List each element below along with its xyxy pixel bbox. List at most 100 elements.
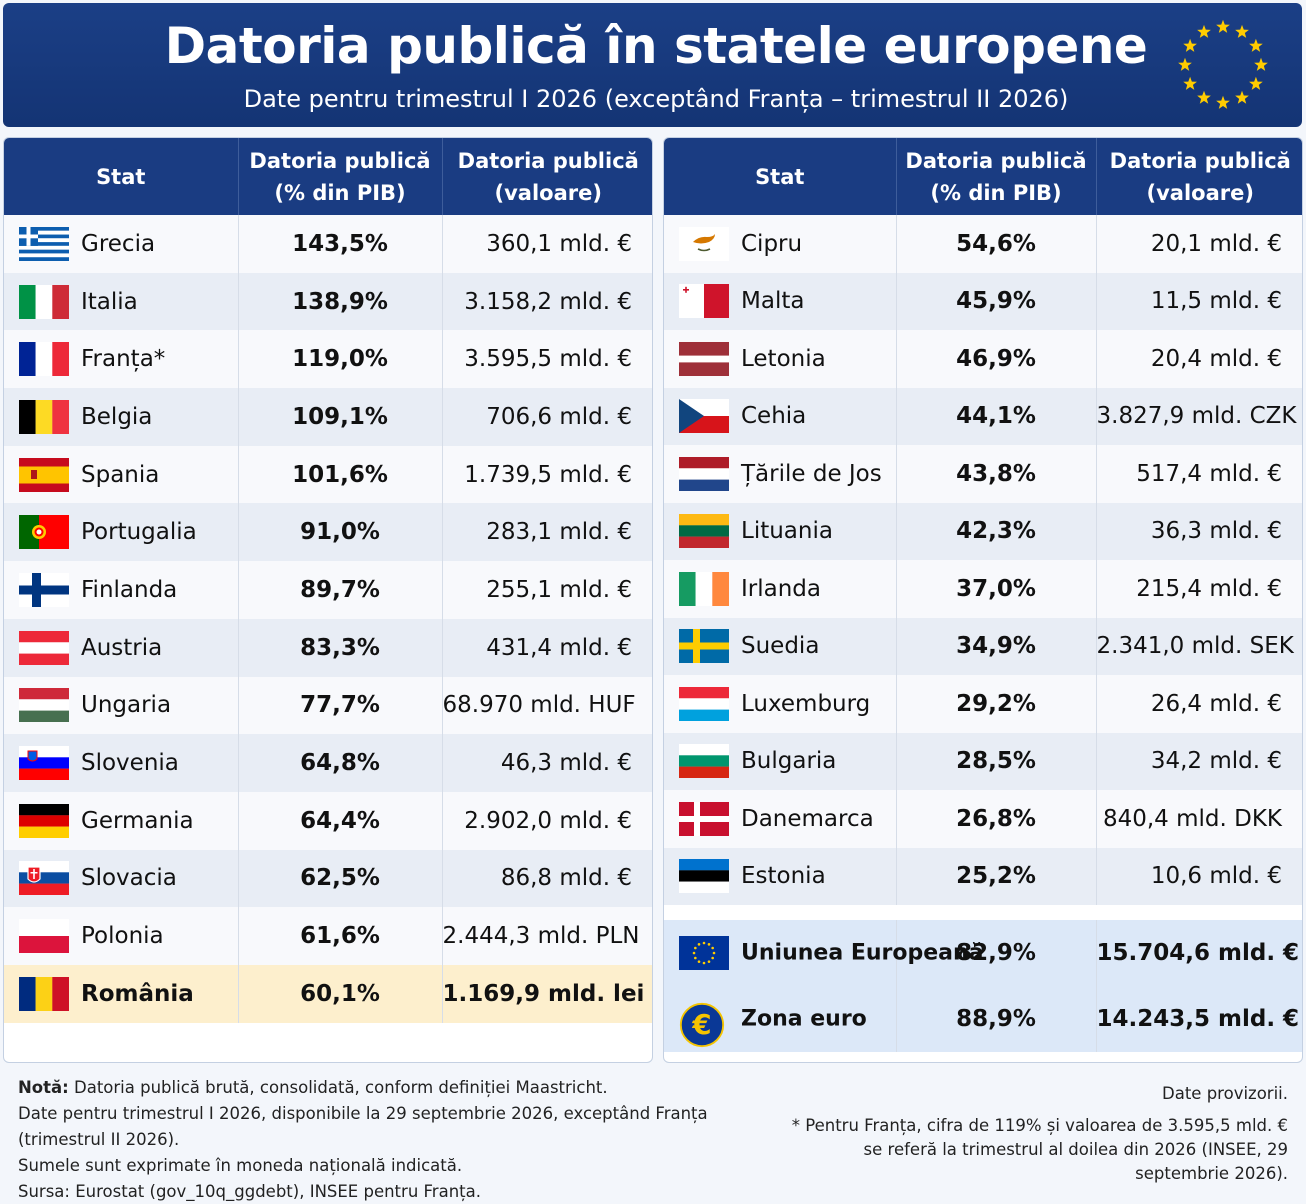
debt-value-cell: 46,3 mld. € xyxy=(442,734,652,792)
country-cell: Ungaria xyxy=(4,676,239,735)
header-stat: Stat xyxy=(664,138,897,215)
table-row: € Zona euro 88,9% 14.243,5 mld. € xyxy=(664,986,1302,1052)
debt-pct-cell: 43,8% xyxy=(896,445,1097,503)
left-debt-table: Stat Datoria publică (% din PIB) Datoria… xyxy=(4,138,652,1023)
debt-value-cell: 26,4 mld. € xyxy=(1096,675,1302,733)
country-cell: Finlanda xyxy=(4,561,239,619)
estonia-flag xyxy=(679,859,729,894)
belgium-flag xyxy=(19,399,69,434)
country-name: Danemarca xyxy=(741,805,874,832)
header-pct: Datoria publică (% din PIB) xyxy=(238,138,443,215)
table-row: Bulgaria 28,5% 34,2 mld. € xyxy=(664,732,1302,790)
table-row: Spania 101,6% 1.739,5 mld. € xyxy=(4,445,652,504)
country-name: Țările de Jos xyxy=(741,460,882,487)
debt-value-cell: 2.902,0 mld. € xyxy=(442,791,652,850)
country-cell: € Zona euro xyxy=(664,986,897,1052)
debt-pct-cell: 60,1% xyxy=(238,964,443,1023)
portugal-flag xyxy=(19,515,69,550)
country-cell: Polonia xyxy=(4,907,239,965)
country-cell: Bulgaria xyxy=(664,732,897,790)
country-cell: Uniunea Europeană xyxy=(664,920,984,986)
svg-text:€: € xyxy=(691,1008,711,1041)
eu-star xyxy=(1197,24,1211,38)
country-name: Lituania xyxy=(741,518,833,545)
country-name: Belgia xyxy=(81,403,153,430)
debt-pct-cell: 91,0% xyxy=(238,503,443,562)
debt-pct-cell: 64,4% xyxy=(238,791,443,850)
table-row: Suedia 34,9% 2.341,0 mld. SEK xyxy=(664,617,1302,675)
country-name: Portugalia xyxy=(81,519,197,546)
debt-value-cell: 283,1 mld. € xyxy=(442,503,652,562)
luxembourg-flag xyxy=(679,686,729,721)
debt-pct-cell: 28,5% xyxy=(896,732,1097,790)
table-row: Estonia 25,2% 10,6 mld. € xyxy=(664,847,1302,905)
source-line: Sursa: Eurostat (gov_10q_ggdebt), INSEE … xyxy=(18,1182,481,1201)
note-line: Date pentru trimestrul I 2026, disponibi… xyxy=(18,1104,708,1149)
country-cell: Italia xyxy=(4,272,239,331)
note-line: Sumele sunt exprimate în moneda național… xyxy=(18,1156,463,1175)
netherlands-flag xyxy=(679,456,729,491)
latvia-flag xyxy=(679,341,729,376)
austria-flag xyxy=(19,630,69,665)
debt-pct-cell: 26,8% xyxy=(896,790,1097,848)
table-row: Ungaria 77,7% 68.970 mld. HUF xyxy=(4,676,652,735)
country-cell: Cipru xyxy=(664,215,897,273)
debt-value-cell: 3.158,2 mld. € xyxy=(442,272,652,331)
italy-flag xyxy=(19,284,69,319)
country-name: Letonia xyxy=(741,345,826,372)
country-cell: Cehia xyxy=(664,387,897,445)
table-header-row: Stat Datoria publică (% din PIB) Datoria… xyxy=(4,138,652,215)
debt-value-cell: 517,4 mld. € xyxy=(1096,445,1302,503)
country-name: Italia xyxy=(81,288,138,315)
debt-value-cell: 10,6 mld. € xyxy=(1096,847,1302,905)
table-row: Cehia 44,1% 3.827,9 mld. CZK xyxy=(664,387,1302,445)
debt-pct-cell: 44,1% xyxy=(896,387,1097,445)
debt-value-cell: 20,1 mld. € xyxy=(1096,215,1302,273)
romania-flag xyxy=(19,976,69,1011)
country-cell: România xyxy=(4,964,239,1023)
country-name: Estonia xyxy=(741,863,826,890)
debt-pct-cell: 143,5% xyxy=(238,215,443,273)
table-row: Germania 64,4% 2.902,0 mld. € xyxy=(4,791,652,850)
eu-star xyxy=(1216,19,1230,33)
header-pct: Datoria publică (% din PIB) xyxy=(896,138,1097,215)
debt-pct-cell: 42,3% xyxy=(896,502,1097,560)
eu-star xyxy=(1183,76,1197,90)
country-cell: Malta xyxy=(664,272,897,330)
country-name: Malta xyxy=(741,288,805,315)
country-name: Slovenia xyxy=(81,750,179,777)
eu-star xyxy=(1183,38,1197,52)
debt-value-cell: 2.341,0 mld. SEK xyxy=(1096,617,1302,675)
country-cell: Germania xyxy=(4,791,239,850)
debt-value-cell: 15.704,6 mld. € xyxy=(1096,920,1302,986)
country-cell: Lituania xyxy=(664,502,897,560)
notes-label: Notă: xyxy=(18,1078,69,1097)
finland-flag xyxy=(19,572,69,607)
country-name: Suedia xyxy=(741,633,820,660)
right-notes-block: Date provizorii. * Pentru Franța, cifra … xyxy=(780,1082,1288,1186)
debt-value-cell: 360,1 mld. € xyxy=(442,215,652,273)
left-table-panel: Stat Datoria publică (% din PIB) Datoria… xyxy=(3,137,653,1063)
table-row: Slovacia 62,5% 86,8 mld. € xyxy=(4,849,652,908)
debt-value-cell: 706,6 mld. € xyxy=(442,388,652,446)
table-row: Belgia 109,1% 706,6 mld. € xyxy=(4,388,652,446)
debt-pct-cell: 62,5% xyxy=(238,849,443,908)
country-cell: Țările de Jos xyxy=(664,445,897,503)
debt-pct-cell: 64,8% xyxy=(238,734,443,792)
debt-value-cell: 1.739,5 mld. € xyxy=(442,445,652,504)
germany-flag xyxy=(19,803,69,838)
country-cell: Irlanda xyxy=(664,560,897,618)
header-banner: Datoria publică în statele europene Date… xyxy=(3,3,1302,127)
table-row: Portugalia 91,0% 283,1 mld. € xyxy=(4,503,652,562)
table-row: Danemarca 26,8% 840,4 mld. DKK xyxy=(664,790,1302,848)
eu-star xyxy=(1178,57,1192,71)
eu-star xyxy=(1249,76,1263,90)
debt-pct-cell: 61,6% xyxy=(238,907,443,965)
country-name: Finlanda xyxy=(81,576,178,603)
slovenia-flag xyxy=(19,746,69,781)
debt-value-cell: 68.970 mld. HUF xyxy=(442,676,652,735)
malta-flag xyxy=(679,284,729,319)
page-title: Datoria publică în statele europene xyxy=(164,17,1148,75)
ireland-flag xyxy=(679,571,729,606)
debt-pct-cell: 25,2% xyxy=(896,847,1097,905)
